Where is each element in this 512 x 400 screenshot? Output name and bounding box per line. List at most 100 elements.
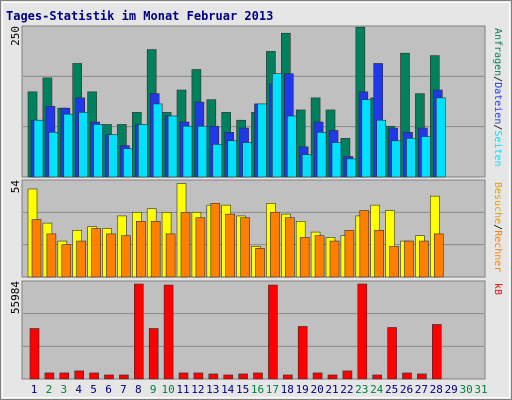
bar [134, 283, 144, 380]
bar [359, 210, 370, 278]
bar [76, 240, 86, 278]
bar [387, 327, 397, 380]
legend-separator: / [492, 124, 503, 130]
bar [402, 372, 412, 380]
bar [270, 212, 280, 278]
bar [389, 246, 399, 278]
legend-separator: / [492, 76, 503, 82]
bar [104, 374, 114, 380]
bar [284, 217, 295, 278]
x-tick-label: 20 [310, 383, 323, 396]
legend-entry: Besuche [492, 182, 503, 224]
bar [180, 212, 191, 278]
legend: Besuche/Rechner [492, 182, 503, 272]
x-tick-label: 11 [176, 383, 189, 396]
x-tick-label: 9 [150, 383, 157, 396]
bar [372, 374, 383, 380]
bar [136, 221, 146, 278]
bar [286, 115, 297, 178]
bar [165, 233, 176, 278]
bar [29, 328, 40, 380]
x-tick-label: 4 [75, 383, 82, 396]
bar [178, 372, 189, 380]
chart-title: Tages-Statistik im Monat Februar 2013 [6, 9, 273, 23]
bar [212, 144, 223, 178]
y-tick-label: 250 [9, 26, 22, 46]
bar [119, 374, 129, 380]
bar [208, 373, 219, 380]
bar [63, 113, 74, 178]
legend-entry: kB [492, 283, 503, 295]
bar [78, 112, 88, 178]
x-tick-label: 16 [251, 383, 264, 396]
bar [238, 373, 248, 380]
bar [312, 372, 323, 380]
bar [195, 217, 206, 278]
bar [121, 235, 131, 278]
bar [210, 203, 221, 278]
bar [272, 73, 282, 178]
bar [268, 284, 278, 380]
bar [197, 125, 208, 178]
bar [329, 240, 340, 278]
bar [346, 158, 357, 178]
bar [150, 221, 161, 278]
bar [61, 244, 72, 278]
bar [138, 124, 148, 178]
bar [242, 142, 252, 178]
bar [297, 326, 308, 380]
bar [106, 233, 116, 278]
bar [227, 140, 237, 178]
bar [421, 136, 431, 178]
x-tick-label: 13 [206, 383, 219, 396]
panel [21, 280, 486, 380]
bar [48, 132, 59, 178]
bar [299, 237, 310, 278]
x-tick-label: 15 [236, 383, 249, 396]
bar [316, 132, 327, 178]
bar [182, 125, 193, 178]
x-tick-label: 28 [430, 383, 443, 396]
bar [108, 134, 118, 178]
bar [419, 240, 429, 278]
x-tick-label: 5 [90, 383, 97, 396]
bar [255, 247, 265, 278]
x-tick-label: 30 [459, 383, 472, 396]
x-tick-label: 22 [340, 383, 353, 396]
bar [301, 154, 312, 178]
bar [152, 103, 163, 178]
bar [331, 142, 342, 178]
bar [344, 229, 355, 278]
bar [374, 229, 385, 278]
legend: Anfragen/Dateien/Seiten [492, 28, 503, 167]
x-tick-label: 26 [400, 383, 413, 396]
bar [193, 372, 204, 380]
x-tick-label: 10 [161, 383, 174, 396]
x-tick-label: 7 [120, 383, 127, 396]
x-tick-label: 1 [31, 383, 38, 396]
y-tick-label: 54 [9, 180, 22, 194]
bar [433, 233, 444, 278]
bar [431, 324, 442, 380]
x-tick-label: 12 [191, 383, 204, 396]
bar [257, 103, 267, 178]
bar [123, 148, 133, 178]
bar [163, 284, 174, 380]
bar [89, 372, 99, 380]
x-tick-label: 18 [281, 383, 294, 396]
x-tick-label: 31 [474, 383, 487, 396]
legend-entry: Dateien [492, 82, 503, 124]
bar [46, 233, 57, 278]
legend-entry: Seiten [492, 130, 503, 166]
legend-entry: Rechner [492, 230, 503, 272]
bar [435, 97, 446, 178]
bar [417, 373, 427, 380]
bar [342, 370, 353, 380]
bar [33, 119, 44, 178]
bar [314, 235, 325, 278]
bar [391, 140, 401, 178]
legend-entry: Anfragen [492, 28, 503, 76]
bar [91, 228, 101, 278]
bar [223, 374, 233, 380]
